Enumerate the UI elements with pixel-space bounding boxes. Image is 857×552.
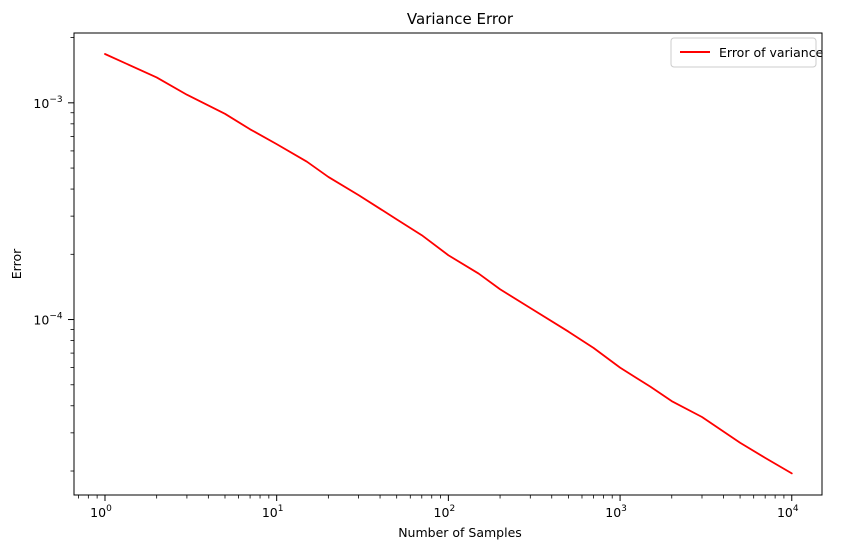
y-axis-ticks: 10−3 10−4 <box>33 37 74 472</box>
series-line-error-of-variance <box>104 53 793 475</box>
y-axis-label: Error <box>9 248 24 279</box>
legend-box <box>670 37 817 68</box>
plot-area <box>73 32 823 496</box>
legend-label-error-of-variance: Error of variance <box>719 45 824 60</box>
x-axis-ticks: 100 101 102 103 104 <box>77 495 799 520</box>
chart-title: Variance Error <box>407 10 514 28</box>
x-tick-label: 103 <box>605 504 627 520</box>
y-tick-label: 10−4 <box>33 312 62 328</box>
y-tick-label: 10−3 <box>33 95 62 111</box>
legend: Error of variance <box>670 37 824 68</box>
x-tick-label: 100 <box>90 504 112 520</box>
series-layer <box>104 53 793 475</box>
x-tick-label: 104 <box>777 504 799 520</box>
x-axis-label: Number of Samples <box>398 525 522 540</box>
x-tick-label: 101 <box>262 504 284 520</box>
x-tick-label: 102 <box>434 504 456 520</box>
